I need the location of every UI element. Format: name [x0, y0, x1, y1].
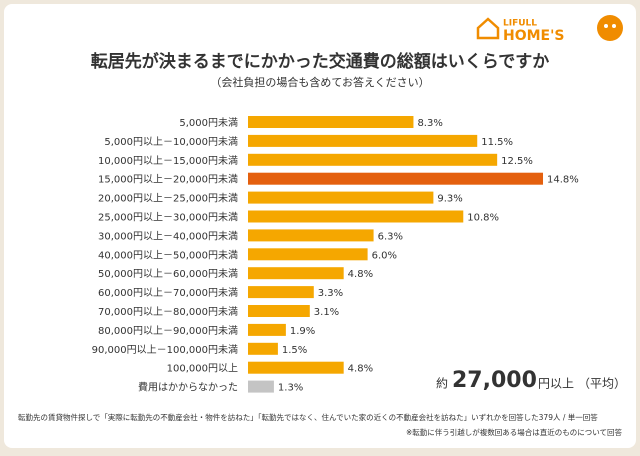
value-label: 1.5%: [282, 345, 307, 356]
y-tick-label: 10,000円以上－15,000円未満: [98, 155, 238, 167]
logo-line1: LIFULL: [503, 19, 537, 29]
y-tick-label: 100,000円以上: [167, 363, 238, 375]
mascot-eye: [612, 24, 616, 28]
value-label: 8.3%: [417, 118, 442, 129]
bar: [248, 286, 314, 299]
value-label: 6.3%: [378, 231, 403, 242]
y-tick-label: 50,000円以上－60,000円未満: [98, 268, 238, 280]
value-label: 11.5%: [481, 137, 513, 148]
annotation-note: （平均）: [578, 377, 626, 391]
value-label: 3.3%: [318, 288, 343, 299]
value-label: 10.8%: [467, 213, 499, 224]
card: [4, 4, 636, 448]
bar: [248, 210, 464, 223]
mascot-eye: [604, 24, 608, 28]
bar: [248, 134, 478, 147]
y-tick-label: 5,000円未満: [179, 117, 238, 129]
y-tick-label: 60,000円以上－70,000円未満: [98, 287, 238, 299]
y-tick-label: 15,000円以上－20,000円未満: [98, 174, 238, 186]
value-label: 12.5%: [501, 156, 533, 167]
y-tick-label: 25,000円以上－30,000円未満: [98, 212, 238, 224]
bar: [248, 380, 274, 393]
value-label: 4.8%: [348, 269, 373, 280]
annotation-prefix: 約: [436, 376, 448, 391]
chart-title: 転居先が決まるまでにかかった交通費の総額はいくらですか: [91, 51, 550, 72]
footnote: 転勤先の賃貸物件探しで「実際に転勤先の不動産会社・物件を訪ねた」「転勤先ではなく…: [18, 412, 598, 422]
bar: [248, 323, 286, 336]
bar: [248, 361, 344, 374]
value-label: 3.1%: [314, 307, 339, 318]
y-tick-label: 40,000円以上－50,000円未満: [98, 249, 238, 261]
value-label: 6.0%: [372, 250, 397, 261]
bar: [248, 191, 434, 204]
bar: [248, 229, 374, 242]
bar: [248, 342, 278, 355]
bar: [248, 248, 368, 261]
logo-mascot: [597, 15, 623, 41]
logo-line2: HOME'S: [503, 28, 564, 44]
y-tick-label: 費用はかからなかった: [138, 381, 238, 394]
value-label: 4.8%: [348, 364, 373, 375]
value-label: 9.3%: [437, 194, 462, 205]
annotation-amount: 27,000: [452, 368, 537, 393]
value-label: 1.9%: [290, 326, 315, 337]
annotation-suffix: 円以上: [538, 377, 574, 391]
y-tick-label: 30,000円以上－40,000円未満: [98, 230, 238, 242]
y-tick-label: 5,000円以上－10,000円未満: [104, 136, 238, 148]
logo-icon: [476, 17, 500, 40]
value-label: 1.3%: [278, 383, 303, 394]
logo: LIFULL HOME'S: [476, 15, 623, 44]
y-tick-label: 20,000円以上－25,000円未満: [98, 193, 238, 205]
bar: [248, 153, 498, 166]
bar: [248, 172, 544, 185]
bar: [248, 305, 310, 317]
y-tick-label: 80,000円以上－90,000円未満: [98, 325, 238, 337]
bar: [248, 116, 414, 128]
bar: [248, 267, 344, 280]
y-tick-label: 90,000円以上－100,000円未満: [92, 344, 238, 356]
y-tick-label: 70,000円以上－80,000円未満: [98, 306, 238, 318]
chart-subtitle: （会社負担の場合も含めてお答えください）: [210, 75, 429, 89]
footnote: ※転勤に伴う引越しが複数回ある場合は直近のものについて回答: [406, 427, 623, 437]
value-label: 14.8%: [547, 175, 579, 186]
